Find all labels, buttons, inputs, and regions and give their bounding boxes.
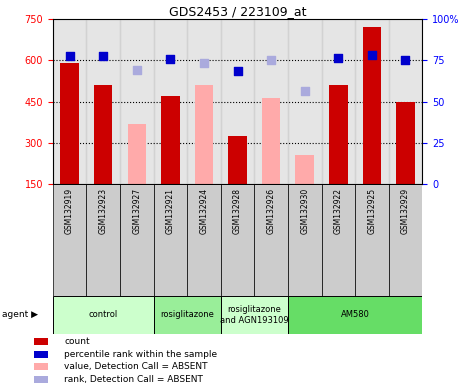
Bar (363, 28, 381, 184)
Bar (120, 184, 154, 296)
Bar (288, 19, 321, 184)
Bar (321, 19, 355, 184)
Bar (329, 85, 347, 184)
Bar (86, 19, 120, 184)
Bar (254, 19, 288, 184)
Bar (60, 63, 79, 184)
Bar (221, 19, 254, 184)
Bar (355, 184, 389, 296)
Text: GSM132930: GSM132930 (300, 188, 309, 234)
Bar (53, 184, 86, 296)
Bar (389, 184, 422, 296)
Text: GSM132927: GSM132927 (132, 188, 141, 234)
Point (335, 55, 342, 61)
Bar (355, 19, 389, 184)
Point (200, 60, 207, 66)
Text: value, Detection Call = ABSENT: value, Detection Call = ABSENT (64, 362, 208, 371)
Bar (120, 19, 154, 184)
Text: GSM132921: GSM132921 (166, 188, 175, 233)
Text: GSM132925: GSM132925 (367, 188, 376, 234)
Title: GDS2453 / 223109_at: GDS2453 / 223109_at (169, 5, 306, 18)
Point (368, 52, 375, 58)
Bar (221, 296, 288, 334)
Bar (389, 19, 422, 184)
Bar (288, 296, 422, 334)
Bar (187, 19, 221, 184)
Text: rank, Detection Call = ABSENT: rank, Detection Call = ABSENT (64, 374, 203, 384)
Text: agent ▶: agent ▶ (2, 310, 38, 319)
Bar (94, 85, 112, 184)
Bar (396, 102, 415, 184)
Bar (221, 184, 254, 296)
Point (402, 58, 409, 64)
Bar (288, 184, 321, 296)
Bar (53, 19, 86, 184)
Text: AM580: AM580 (341, 310, 369, 319)
Bar (321, 184, 355, 296)
Text: percentile rank within the sample: percentile rank within the sample (64, 349, 218, 359)
Bar (187, 184, 221, 296)
Bar (262, 98, 280, 184)
Bar (86, 184, 120, 296)
Bar (254, 184, 288, 296)
Point (66, 53, 73, 60)
Bar (34, 376, 48, 382)
Text: GSM132926: GSM132926 (267, 188, 275, 234)
Text: GSM132919: GSM132919 (65, 188, 74, 234)
Point (167, 56, 174, 62)
Text: GSM132929: GSM132929 (401, 188, 410, 234)
Point (100, 53, 107, 60)
Point (133, 67, 140, 73)
Bar (154, 296, 221, 334)
Text: GSM132928: GSM132928 (233, 188, 242, 233)
Text: count: count (64, 337, 90, 346)
Bar (34, 363, 48, 370)
Text: GSM132923: GSM132923 (99, 188, 108, 234)
Text: control: control (89, 310, 118, 319)
Text: rosiglitazone: rosiglitazone (160, 310, 214, 319)
Text: rosiglitazone
and AGN193109: rosiglitazone and AGN193109 (220, 305, 289, 324)
Bar (34, 351, 48, 358)
Point (301, 88, 308, 94)
Bar (161, 96, 179, 184)
Bar (34, 338, 48, 345)
Bar (154, 19, 187, 184)
Bar (154, 184, 187, 296)
Bar (195, 85, 213, 184)
Bar (228, 136, 247, 184)
Bar (53, 296, 154, 334)
Bar (296, 156, 314, 184)
Point (234, 68, 241, 74)
Text: GSM132924: GSM132924 (200, 188, 208, 234)
Point (268, 58, 275, 64)
Text: GSM132922: GSM132922 (334, 188, 343, 233)
Bar (128, 124, 146, 184)
